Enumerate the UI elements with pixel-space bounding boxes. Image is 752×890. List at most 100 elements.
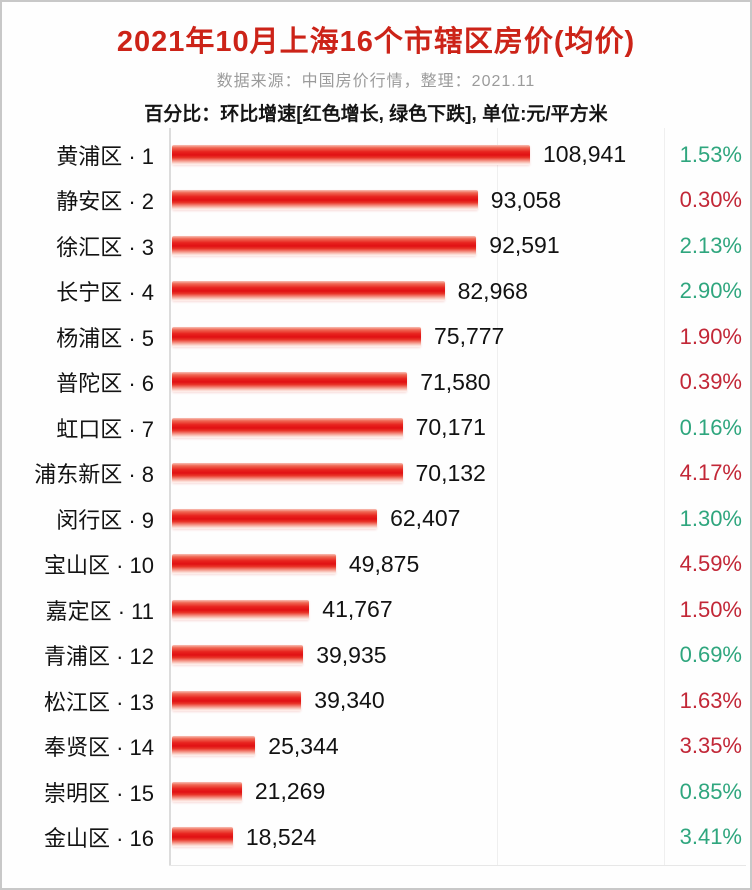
bar-zone: 21,269 xyxy=(172,778,750,805)
district-label: 虹口区 · 7 xyxy=(56,416,154,442)
bar-zone: 82,968 xyxy=(172,277,750,305)
district-label: 闵行区 · 9 xyxy=(56,507,154,533)
district-label: 金山区 · 16 xyxy=(43,826,154,852)
bar-zone: 41,767 xyxy=(172,596,750,623)
pct-change: 0.16% xyxy=(679,414,742,440)
price-bar xyxy=(172,326,421,347)
district-label: 松江区 · 13 xyxy=(43,689,154,715)
price-bar xyxy=(172,190,478,211)
chart-row: 徐汇区 · 3 92,591 2.13% xyxy=(2,223,750,269)
price-value: 70,171 xyxy=(415,414,486,441)
bar-zone: 70,132 xyxy=(172,459,750,487)
district-label: 浦东新区 · 8 xyxy=(34,462,154,488)
district-label: 长宁区 · 4 xyxy=(56,280,154,306)
chart-row: 奉贤区 · 14 25,344 3.35% xyxy=(2,724,750,770)
chart-row: 松江区 · 13 39,340 1.63% xyxy=(2,678,750,724)
gridline-middle xyxy=(497,128,498,866)
chart-row: 浦东新区 · 8 70,132 4.17% xyxy=(2,451,750,497)
chart-row: 普陀区 · 6 71,580 0.39% xyxy=(2,360,750,406)
price-value: 39,935 xyxy=(316,641,387,668)
price-value: 39,340 xyxy=(314,687,385,714)
price-bar xyxy=(172,690,302,711)
pct-change: 4.59% xyxy=(679,551,742,577)
bar-zone: 75,777 xyxy=(172,323,750,350)
price-bar xyxy=(172,235,477,256)
price-value: 92,591 xyxy=(489,232,560,259)
chart-row: 金山区 · 16 18,524 3.41% xyxy=(2,815,750,861)
bar-zone: 49,875 xyxy=(172,551,750,578)
pct-change: 2.13% xyxy=(679,232,742,258)
bar-zone: 25,344 xyxy=(172,732,750,760)
district-label: 静安区 · 2 xyxy=(56,189,154,215)
chart-baseline xyxy=(169,865,746,866)
price-bar xyxy=(172,281,445,302)
pct-change: 2.90% xyxy=(679,278,742,304)
district-label: 杨浦区 · 5 xyxy=(56,325,154,351)
chart-title: 2021年10月上海16个市辖区房价(均价) xyxy=(116,26,636,58)
bar-zone: 92,591 xyxy=(172,232,750,259)
pct-change: 1.53% xyxy=(679,141,742,167)
price-value: 82,968 xyxy=(457,277,528,304)
pct-change: 0.69% xyxy=(679,642,742,668)
price-value: 41,767 xyxy=(322,596,393,623)
price-value: 70,132 xyxy=(415,459,486,486)
chart-row: 虹口区 · 7 70,171 0.16% xyxy=(2,405,750,451)
price-bar xyxy=(172,417,403,438)
price-bar xyxy=(172,144,530,165)
price-bar xyxy=(172,736,256,757)
y-axis-line xyxy=(169,128,171,866)
pct-change: 3.41% xyxy=(679,824,742,850)
chart-rows: 黄浦区 · 1 108,941 1.53% 静安区 · 2 93,058 0.30% 徐汇区… xyxy=(2,132,750,861)
chart-row: 青浦区 · 12 39,935 0.69% xyxy=(2,633,750,679)
bar-zone: 71,580 xyxy=(172,368,750,396)
pct-change: 1.90% xyxy=(679,323,742,349)
price-bar xyxy=(172,645,304,666)
chart-area: 黄浦区 · 1 108,941 1.53% 静安区 · 2 93,058 0.30% 徐汇区… xyxy=(2,128,750,866)
chart-header: 2021年10月上海16个市辖区房价(均价) 数据来源：中国房价行情，整理：20… xyxy=(2,2,750,126)
price-value: 25,344 xyxy=(268,732,339,759)
chart-subtitle: 数据来源：中国房价行情，整理：2021.11 xyxy=(216,73,536,90)
gridline-percent-column xyxy=(664,128,665,866)
price-value: 75,777 xyxy=(434,323,505,350)
price-value: 62,407 xyxy=(390,505,461,532)
price-value: 93,058 xyxy=(490,186,562,213)
price-value: 108,941 xyxy=(543,141,627,168)
pct-change: 4.17% xyxy=(679,460,742,486)
price-bar xyxy=(172,781,242,802)
price-bar xyxy=(172,599,310,620)
district-label: 崇明区 · 15 xyxy=(43,780,154,806)
price-bar xyxy=(172,463,403,484)
district-label: 黄浦区 · 1 xyxy=(56,143,154,169)
price-value: 71,580 xyxy=(420,368,491,395)
pct-change: 1.50% xyxy=(679,596,742,622)
price-bar xyxy=(172,554,336,575)
chart-row: 宝山区 · 10 49,875 4.59% xyxy=(2,542,750,588)
price-bar xyxy=(172,372,408,393)
bar-zone: 39,935 xyxy=(172,641,750,669)
chart-row: 嘉定区 · 11 41,767 1.50% xyxy=(2,587,750,633)
chart-row: 崇明区 · 15 21,269 0.85% xyxy=(2,769,750,815)
pct-change: 0.30% xyxy=(679,187,742,213)
bar-zone: 70,171 xyxy=(172,414,750,441)
pct-change: 0.85% xyxy=(679,778,742,804)
pct-change: 1.63% xyxy=(679,687,742,713)
price-value: 21,269 xyxy=(254,778,326,805)
price-value: 18,524 xyxy=(245,823,317,850)
district-label: 奉贤区 · 14 xyxy=(43,735,154,761)
district-label: 青浦区 · 12 xyxy=(43,644,154,670)
chart-row: 黄浦区 · 1 108,941 1.53% xyxy=(2,132,750,178)
bar-zone: 18,524 xyxy=(172,823,750,851)
bar-zone: 39,340 xyxy=(172,687,750,714)
district-label: 普陀区 · 6 xyxy=(56,371,154,397)
pct-change: 0.39% xyxy=(679,369,742,395)
pct-change: 1.30% xyxy=(679,505,742,531)
chart-row: 静安区 · 2 93,058 0.30% xyxy=(2,178,750,224)
bar-zone: 108,941 xyxy=(172,141,750,168)
price-bar xyxy=(172,827,233,848)
pct-change: 3.35% xyxy=(679,733,742,759)
chart-row: 闵行区 · 9 62,407 1.30% xyxy=(2,496,750,542)
chart-row: 杨浦区 · 5 75,777 1.90% xyxy=(2,314,750,360)
district-label: 宝山区 · 10 xyxy=(43,553,154,579)
price-bar xyxy=(172,508,378,529)
